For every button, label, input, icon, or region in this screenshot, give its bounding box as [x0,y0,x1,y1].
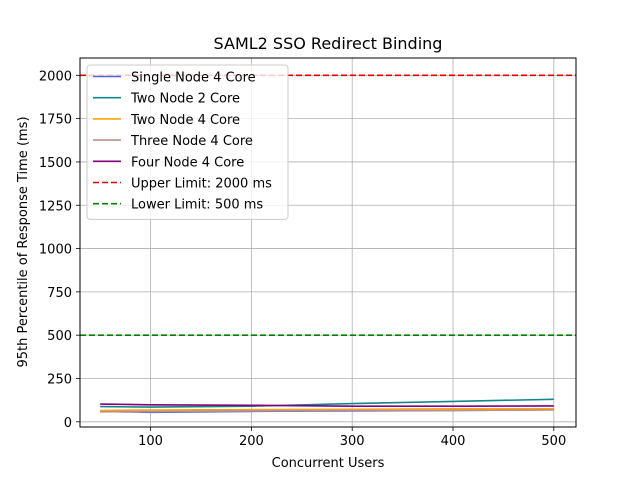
y-tick-label: 1500 [39,156,72,171]
x-axis-label: Concurrent Users [272,456,385,471]
y-tick-label: 0 [64,416,72,431]
x-tick-label: 100 [138,434,163,449]
legend-label: Four Node 4 Core [131,155,244,170]
chart-title: SAML2 SSO Redirect Binding [214,34,443,53]
legend-label: Two Node 4 Core [130,113,240,128]
y-tick-label: 250 [47,372,72,387]
legend-label: Two Node 2 Core [130,92,240,107]
axis-ticks: 100 200 300 400 500 0 250 500 750 1000 1250 1500 175… [39,69,566,449]
y-axis-label: 95th Percentile of Response Time (ms) [16,116,31,367]
legend-box [86,64,289,220]
legend-label: Single Node 4 Core [131,71,256,86]
legend-label: Lower Limit: 500 ms [131,198,263,213]
series-line-1 [100,398,554,408]
legend: Single Node 4 Core Two Node 2 Core Two Nod… [86,64,289,220]
y-tick-label: 1250 [39,199,72,214]
y-tick-label: 2000 [39,69,72,84]
x-tick-label: 500 [541,434,566,449]
y-tick-label: 750 [47,286,72,301]
x-tick-label: 200 [239,434,264,449]
legend-label: Three Node 4 Core [130,134,253,149]
series-line-2 [100,407,554,412]
y-tick-label: 1750 [39,113,72,128]
series-line-3 [100,409,554,413]
legend-label: Upper Limit: 2000 ms [131,177,272,192]
series-layer [80,74,576,414]
y-tick-label: 500 [47,329,72,344]
plot-frame [79,57,577,428]
x-tick-label: 400 [441,434,466,449]
y-tick-label: 1000 [39,243,72,258]
x-tick-label: 300 [340,434,365,449]
series-line-4 [100,403,554,408]
